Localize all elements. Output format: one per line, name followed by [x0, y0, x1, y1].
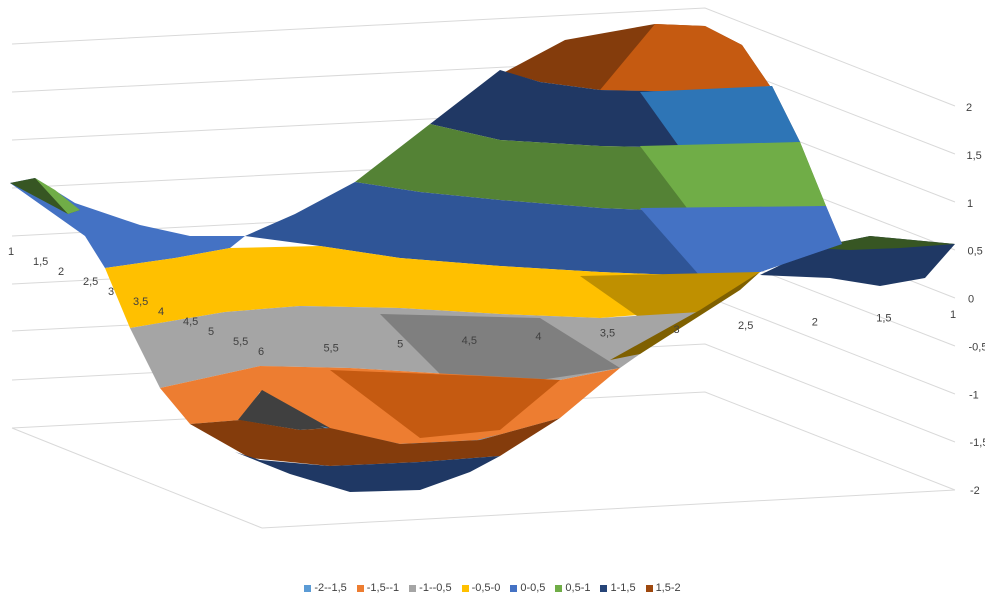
- z-tick-label: -1: [969, 389, 979, 401]
- legend-item: 0-0,5: [510, 582, 545, 594]
- y-tick-label: 5: [397, 339, 403, 351]
- z-tick-label: -2: [970, 485, 980, 497]
- legend-item: 1-1,5: [600, 582, 635, 594]
- legend-item: -1--0,5: [409, 582, 451, 594]
- y-tick-label: 4: [535, 331, 541, 343]
- y-tick-label: 1: [950, 309, 956, 321]
- legend-swatch: [409, 585, 416, 592]
- legend-swatch: [600, 585, 607, 592]
- legend-swatch: [510, 585, 517, 592]
- legend-label: 1,5-2: [656, 582, 681, 594]
- legend-label: -0,5-0: [472, 582, 501, 594]
- legend-item: -2--1,5: [304, 582, 346, 594]
- x-tick-label: 5: [208, 326, 214, 338]
- z-tick-label: 0,5: [968, 246, 983, 258]
- legend-label: 0-0,5: [520, 582, 545, 594]
- x-tick-label: 1: [8, 246, 14, 258]
- z-tick-label: -1,5: [970, 437, 985, 449]
- x-tick-label: 1,5: [33, 256, 48, 268]
- legend-label: 0,5-1: [565, 582, 590, 594]
- x-tick-label: 3,5: [133, 296, 148, 308]
- y-tick-label: 3,5: [600, 328, 615, 340]
- y-tick-label: 2,5: [738, 320, 753, 332]
- legend-swatch: [646, 585, 653, 592]
- x-tick-label: 4,5: [183, 316, 198, 328]
- y-tick-label: 1,5: [876, 313, 891, 325]
- legend-item: 0,5-1: [555, 582, 590, 594]
- legend: -2--1,5 -1,5--1 -1--0,5 -0,5-0 0-0,5 0,5-1 1-1…: [0, 580, 985, 596]
- x-tick-label: 4: [158, 306, 164, 318]
- z-tick-label: 0: [968, 294, 974, 306]
- y-tick-label: 2: [812, 316, 818, 328]
- x-tick-label: 5,5: [233, 336, 248, 348]
- legend-item: 1,5-2: [646, 582, 681, 594]
- legend-swatch: [357, 585, 364, 592]
- z-axis-ticks: 2 1,5 1 0,5 0 -0,5 -1 -1,5 -2: [966, 102, 985, 497]
- z-tick-label: 2: [966, 102, 972, 114]
- legend-item: -0,5-0: [462, 582, 501, 594]
- x-tick-label: 2,5: [83, 276, 98, 288]
- x-tick-label: 2: [58, 266, 64, 278]
- z-tick-label: -0,5: [969, 341, 985, 353]
- z-tick-label: 1,5: [967, 150, 982, 162]
- legend-label: -2--1,5: [314, 582, 346, 594]
- surface: [10, 24, 955, 492]
- legend-swatch: [462, 585, 469, 592]
- floor-edge-front: [262, 490, 955, 528]
- y-tick-label: 3: [674, 324, 680, 336]
- x-tick-label: 3: [108, 286, 114, 298]
- legend-swatch: [555, 585, 562, 592]
- z-tick-label: 1: [967, 198, 973, 210]
- x-tick-label: 6: [258, 346, 264, 358]
- y-tick-label: 4,5: [462, 335, 477, 347]
- legend-item: -1,5--1: [357, 582, 399, 594]
- legend-label: 1-1,5: [610, 582, 635, 594]
- legend-label: -1,5--1: [367, 582, 399, 594]
- y-tick-label: 5,5: [323, 342, 338, 354]
- legend-swatch: [304, 585, 311, 592]
- legend-label: -1--0,5: [419, 582, 451, 594]
